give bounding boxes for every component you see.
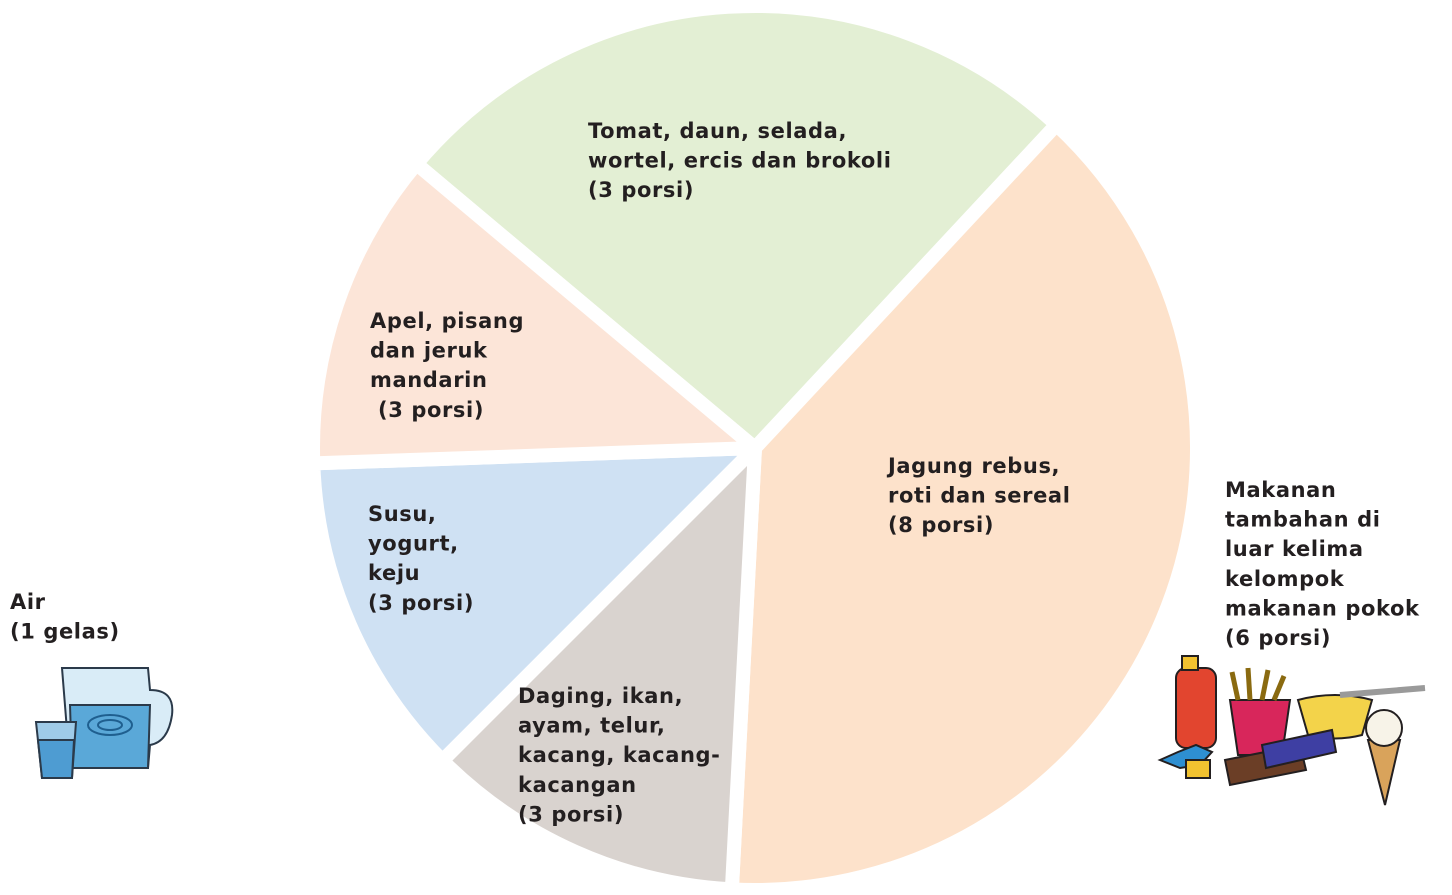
segment-label: Tomat, daun, selada, [588,119,847,143]
outside-label: (6 porsi) [1225,626,1331,650]
segment-label: (3 porsi) [518,802,624,826]
outside-label: Air [10,590,46,614]
outside-label: makanan pokok [1225,596,1420,620]
outside-label: tambahan di [1225,508,1381,532]
outside-label: kelompok [1225,567,1345,591]
water-icon [36,668,172,778]
segment-label: kacang, kacang- [518,743,720,767]
segment-label: Susu, [368,502,437,526]
segment-label: Apel, pisang [370,309,524,333]
segment-label: Jagung rebus, [886,454,1060,478]
segment-label: wortel, ercis dan brokoli [588,149,892,173]
snacks-icon [1160,656,1425,805]
segment-label: (3 porsi) [588,178,694,202]
outside-label: Makanan [1225,478,1336,502]
segment-label: mandarin [370,368,488,392]
segment-label: roti dan sereal [888,484,1071,508]
segment-label: (3 porsi) [368,591,474,615]
segment-label: yogurt, [368,532,459,556]
segment-label: Daging, ikan, [518,684,683,708]
segment-label: dan jeruk [370,339,488,363]
segment-label: (3 porsi) [378,398,484,422]
outside-label: luar kelima [1225,537,1364,561]
segment-label: kacangan [518,773,637,797]
segment-label: ayam, telur, [518,714,665,738]
segment-label: keju [368,561,420,585]
outside-label: (1 gelas) [10,620,120,644]
segment-label: (8 porsi) [888,513,994,537]
food-guide-diagram: Tomat, daun, selada, wortel, ercis dan br… [0,0,1452,891]
